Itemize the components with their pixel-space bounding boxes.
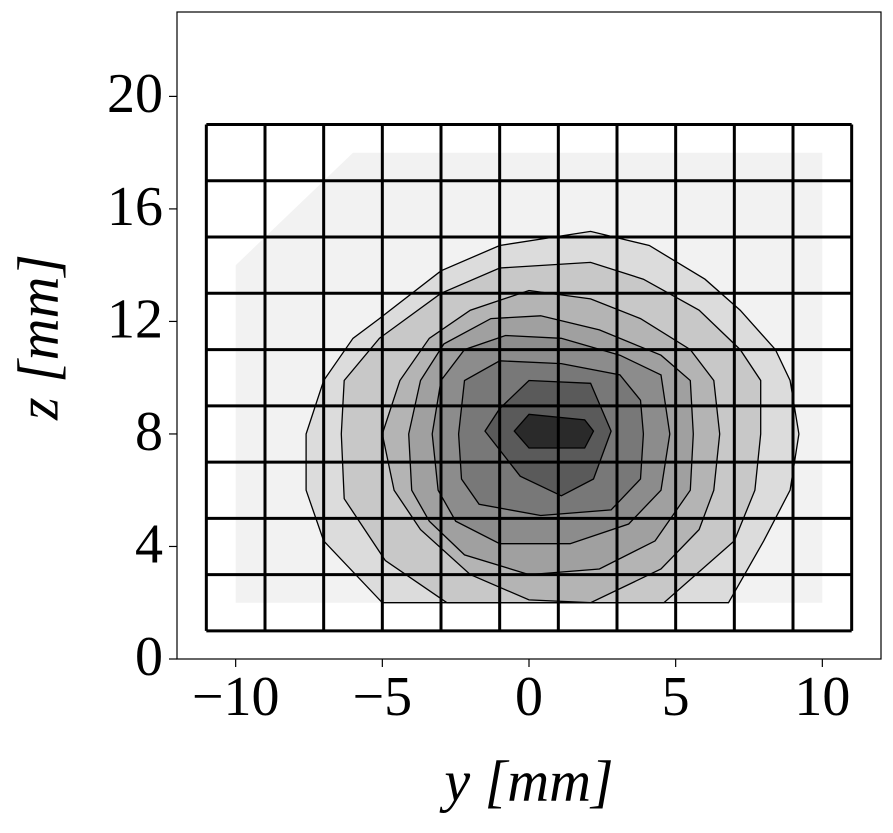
y-tick-label: 0 [135, 626, 163, 688]
x-tick-label: −10 [192, 666, 280, 728]
contour-level [513, 413, 595, 449]
x-axis-label: y [mm] [439, 748, 613, 813]
x-tick-label: 5 [662, 666, 690, 728]
x-tick-label: 0 [515, 666, 543, 728]
y-tick-label: 8 [135, 401, 163, 463]
y-axis-label: z [mm] [5, 254, 70, 421]
y-tick-label: 20 [107, 63, 163, 125]
y-tick-label: 16 [107, 176, 163, 238]
x-tick-label: 10 [794, 666, 850, 728]
y-tick-label: 4 [135, 513, 163, 575]
x-tick-label: −5 [353, 666, 413, 728]
y-tick-label: 12 [107, 288, 163, 350]
